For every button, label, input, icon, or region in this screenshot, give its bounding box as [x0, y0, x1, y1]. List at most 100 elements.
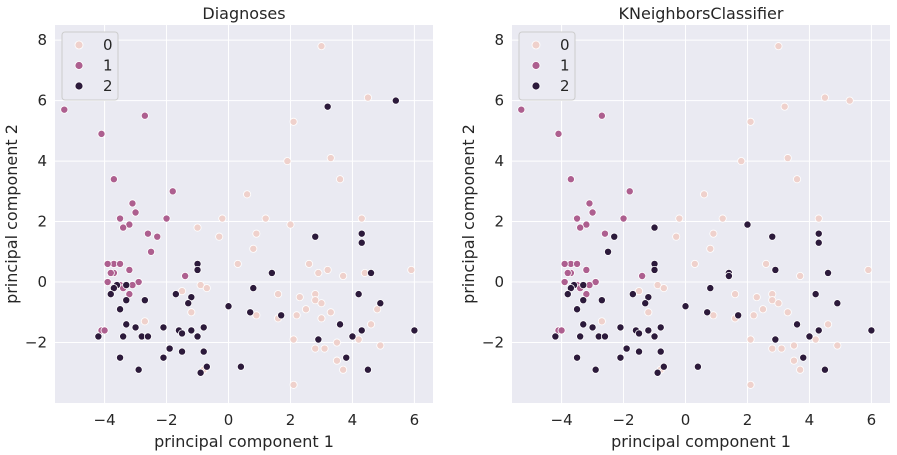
legend-label-class-2: 2	[103, 77, 113, 95]
data-point-class-2	[122, 320, 131, 329]
legend-label-class-0: 0	[560, 36, 570, 54]
data-point-class-2	[357, 326, 366, 335]
data-point-class-2	[734, 311, 743, 320]
data-point-class-2	[199, 323, 208, 332]
data-point-class-0	[193, 223, 202, 232]
data-point-class-2	[199, 347, 208, 356]
data-point-class-0	[376, 341, 385, 350]
data-point-class-0	[252, 229, 261, 238]
data-point-class-0	[292, 311, 301, 320]
data-point-class-1	[143, 229, 152, 238]
x-tick-label: −2	[155, 411, 177, 429]
data-point-class-0	[758, 305, 767, 314]
data-point-class-0	[332, 356, 341, 365]
data-point-class-2	[165, 344, 174, 353]
data-point-class-2	[579, 296, 588, 305]
data-point-class-0	[261, 214, 270, 223]
data-point-class-2	[659, 362, 668, 371]
data-point-class-0	[672, 232, 681, 241]
data-point-class-0	[774, 42, 783, 51]
data-point-class-1	[625, 187, 634, 196]
data-point-class-2	[116, 353, 125, 362]
x-tick-label: 0	[224, 411, 234, 429]
data-point-class-2	[622, 344, 631, 353]
data-point-class-2	[551, 332, 560, 341]
data-point-class-2	[724, 271, 733, 280]
data-point-class-0	[690, 259, 699, 268]
data-point-class-2	[202, 362, 211, 371]
x-axis-label: principal component 1	[154, 432, 334, 451]
legend-marker-class-0	[531, 40, 541, 50]
data-point-class-2	[573, 353, 582, 362]
data-point-class-2	[246, 308, 255, 317]
data-point-class-0	[762, 259, 771, 268]
data-point-class-0	[814, 214, 823, 223]
y-tick-label: 2	[37, 213, 47, 231]
data-point-class-0	[289, 117, 298, 126]
data-point-class-0	[305, 259, 314, 268]
x-tick-label: −4	[94, 411, 116, 429]
data-point-class-1	[560, 259, 569, 268]
data-point-class-2	[236, 362, 245, 371]
data-point-class-2	[277, 311, 286, 320]
x-tick-label: −2	[612, 411, 634, 429]
data-point-class-2	[357, 238, 366, 247]
data-point-class-2	[314, 335, 323, 344]
data-point-class-0	[752, 293, 761, 302]
data-point-class-2	[224, 302, 233, 311]
data-point-class-2	[604, 247, 613, 256]
data-point-class-2	[94, 332, 103, 341]
data-point-class-2	[363, 365, 372, 374]
y-tick-label: 0	[37, 273, 47, 291]
data-point-class-1	[573, 259, 582, 268]
data-point-class-2	[616, 353, 625, 362]
data-point-class-0	[833, 341, 842, 350]
data-point-class-1	[97, 129, 106, 138]
y-axis-label: principal component 2	[2, 124, 21, 304]
data-point-class-1	[600, 229, 609, 238]
data-point-class-0	[311, 344, 320, 353]
data-point-class-0	[789, 356, 798, 365]
data-point-class-0	[737, 157, 746, 166]
data-point-class-2	[184, 299, 193, 308]
data-point-class-0	[796, 271, 805, 280]
data-point-class-2	[793, 320, 802, 329]
chart-panel-2: −4 −2 0 2 4 6 −2 0 2 4 6 8 KNeighborsClassifier princ…	[459, 4, 890, 451]
data-point-class-0	[323, 265, 332, 274]
data-point-class-2	[820, 365, 829, 374]
data-point-class-2	[610, 232, 619, 241]
data-point-class-1	[128, 199, 137, 208]
data-point-class-2	[140, 296, 149, 305]
y-tick-label: 2	[494, 213, 504, 231]
data-point-class-1	[103, 259, 112, 268]
data-point-class-2	[131, 323, 140, 332]
data-point-class-0	[326, 308, 335, 317]
data-point-class-0	[317, 299, 326, 308]
data-point-class-0	[793, 175, 802, 184]
data-point-class-2	[410, 326, 419, 335]
data-point-class-2	[591, 365, 600, 374]
x-tick-label: 6	[410, 411, 420, 429]
data-point-class-2	[650, 265, 659, 274]
data-point-class-0	[820, 93, 829, 102]
data-point-class-2	[196, 368, 205, 377]
data-point-class-2	[814, 229, 823, 238]
data-point-class-0	[218, 214, 227, 223]
data-point-class-2	[768, 232, 777, 241]
data-point-class-2	[743, 220, 752, 229]
data-point-class-2	[134, 365, 143, 374]
data-point-class-0	[249, 244, 258, 253]
y-tick-label: 4	[37, 152, 47, 170]
legend-label-class-1: 1	[103, 57, 113, 75]
data-point-class-0	[317, 42, 326, 51]
data-point-class-2	[171, 290, 180, 299]
data-point-class-2	[311, 232, 320, 241]
data-point-class-2	[357, 229, 366, 238]
x-tick-label: 6	[867, 411, 877, 429]
data-point-class-2	[597, 296, 606, 305]
data-point-class-0	[789, 341, 798, 350]
data-point-class-0	[644, 308, 653, 317]
legend-marker-class-2	[74, 81, 84, 91]
data-point-class-0	[597, 317, 606, 326]
